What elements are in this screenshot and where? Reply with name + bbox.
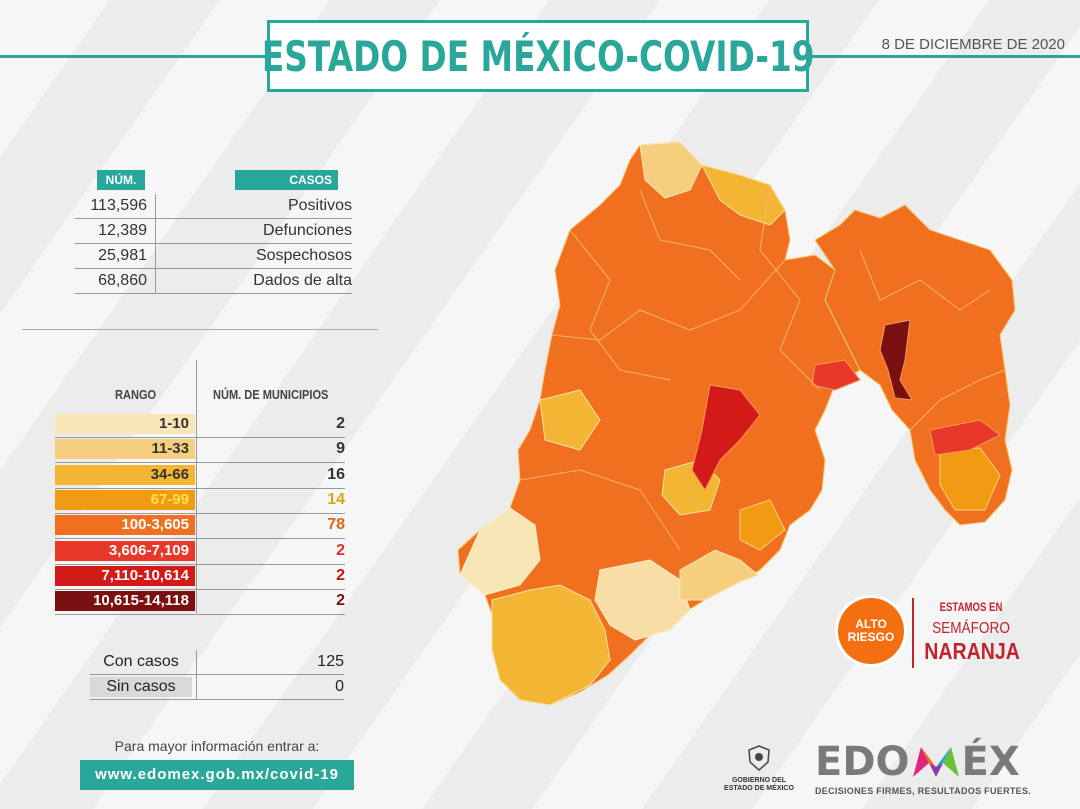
legend-count: 9: [336, 440, 345, 458]
brand-text-b: ÉX: [961, 739, 1020, 785]
brand-text-a: EDO: [815, 739, 910, 785]
header-line-right: [809, 55, 1080, 58]
table-row: 68,860 Dados de alta: [75, 268, 352, 294]
table-row: 25,981 Sospechosos: [75, 243, 352, 269]
legend-swatch: 100-3,605: [55, 515, 195, 536]
legend-count: 78: [327, 516, 345, 534]
stat-value: 68,860: [75, 268, 156, 294]
legend-count: 2: [336, 566, 345, 584]
stat-value: 113,596: [75, 194, 156, 219]
page-title: ESTADO DE MÉXICO-COVID-19: [261, 31, 815, 81]
gob-line2: ESTADO DE MÉXICO: [724, 785, 794, 792]
map-region-main: [457, 141, 861, 706]
map-region-south-center: [679, 549, 759, 601]
info-text: Para mayor información entrar a:: [114, 738, 320, 754]
covid-url-link[interactable]: www.edomex.gob.mx/covid-19: [80, 760, 354, 790]
sin-casos-row: Sin casos 0: [90, 675, 344, 700]
stat-label: Positivos: [155, 194, 352, 219]
edomex-m-icon: [912, 747, 959, 777]
cases-tag: CASOS: [235, 170, 338, 190]
alto-riesgo-badge: ALTO RIESGO: [838, 598, 904, 664]
map-region-dark-red: [879, 319, 913, 401]
stat-label: Sospechosos: [155, 243, 352, 269]
legend-row: 67-99 14: [55, 488, 345, 514]
stat-value: 25,981: [75, 243, 156, 269]
table-row: 113,596 Positivos: [75, 194, 352, 219]
gobierno-logo: GOBIERNO DEL ESTADO DE MÉXICO: [716, 744, 802, 793]
legend-row: 3,606-7,109 2: [55, 539, 345, 565]
range-header: RANGO: [115, 387, 157, 402]
legend-count: 16: [327, 465, 345, 483]
stat-value: 12,389: [75, 218, 156, 244]
con-casos-label: Con casos: [103, 653, 179, 670]
edomex-logo: EDO ÉX DECISIONES FIRMES, RESULTADOS FUE…: [815, 739, 1032, 796]
map-region-red-east: [811, 359, 861, 391]
map-region-red-southeast: [929, 419, 1001, 456]
num-tag: NÚM.: [97, 170, 145, 190]
map-region-north: [639, 141, 703, 199]
row-separator: [196, 650, 197, 674]
legend-count: 2: [336, 415, 345, 432]
legend-swatch: 34-66: [55, 464, 195, 485]
legend-count: 2: [336, 592, 345, 610]
stat-label: Defunciones: [155, 218, 352, 244]
legend-row: 1-10 2: [55, 412, 345, 438]
legend-count: 2: [336, 541, 345, 559]
legend-swatch: 11-33: [55, 439, 195, 460]
gob-line1: GOBIERNO DEL: [731, 777, 787, 784]
map-region-west-2: [539, 389, 601, 451]
map-region-north-2: [701, 164, 786, 226]
legend-count: 14: [327, 490, 345, 508]
header-line-left: [0, 55, 267, 58]
municipios-header: NÚM. DE MUNICIPIOS: [213, 387, 329, 402]
stat-label: Dados de alta: [155, 268, 352, 294]
table-row: 12,389 Defunciones: [75, 218, 352, 244]
legend-row: 11-33 9: [55, 437, 345, 464]
stats-table: 113,596 Positivos 12,389 Defunciones 25,98…: [75, 194, 352, 294]
edomex-slogan: DECISIONES FIRMES, RESULTADOS FUERTES.: [815, 786, 1032, 796]
coat-of-arms-icon: [748, 745, 770, 772]
riesgo-text: RIESGO: [847, 630, 895, 644]
legend-swatch: 3,606-7,109: [55, 540, 195, 561]
title-box: ESTADO DE MÉXICO-COVID-19: [262, 20, 814, 92]
legend-swatch: 10,615-14,118: [55, 591, 195, 612]
legend-row: 100-3,605 78: [55, 513, 345, 540]
sin-casos-label: Sin casos: [90, 677, 192, 697]
legend-row: 7,110-10,614 2: [55, 564, 345, 590]
sin-casos-value: 0: [335, 678, 344, 695]
semaforo-divider: [912, 598, 914, 668]
map-region-southwest: [491, 584, 611, 706]
map-region-east-yellow: [939, 447, 1001, 511]
legend-swatch: 67-99: [55, 489, 195, 510]
row-separator: [196, 675, 197, 699]
legend-row: 34-66 16: [55, 463, 345, 489]
con-casos-value: 125: [317, 653, 344, 670]
legend-swatch: 1-10: [55, 414, 195, 434]
section-divider: [22, 329, 378, 330]
report-date: 8 DE DICIEMBRE DE 2020: [881, 36, 1065, 53]
semaforo-line1: ESTAMOS EN: [939, 600, 1003, 614]
legend-swatch: 7,110-10,614: [55, 565, 195, 586]
semaforo-line3: NARANJA: [924, 638, 1020, 664]
alto-text: ALTO: [855, 617, 887, 631]
municipal-borders: [519, 184, 1006, 551]
con-casos-row: Con casos 125: [90, 650, 344, 675]
legend-row: 10,615-14,118 2: [55, 589, 345, 616]
semaforo-block: ESTAMOS EN SEMÁFORO NARANJA: [916, 600, 1026, 665]
semaforo-line2: SEMÁFORO: [932, 620, 1010, 637]
map-region-toluca: [691, 384, 761, 492]
map-region-center-yellow-2: [739, 499, 786, 551]
map-region-west: [459, 507, 541, 596]
map-region-south-pale: [594, 559, 691, 641]
state-map: [457, 141, 1016, 706]
legend-vertical-line: [196, 360, 197, 613]
